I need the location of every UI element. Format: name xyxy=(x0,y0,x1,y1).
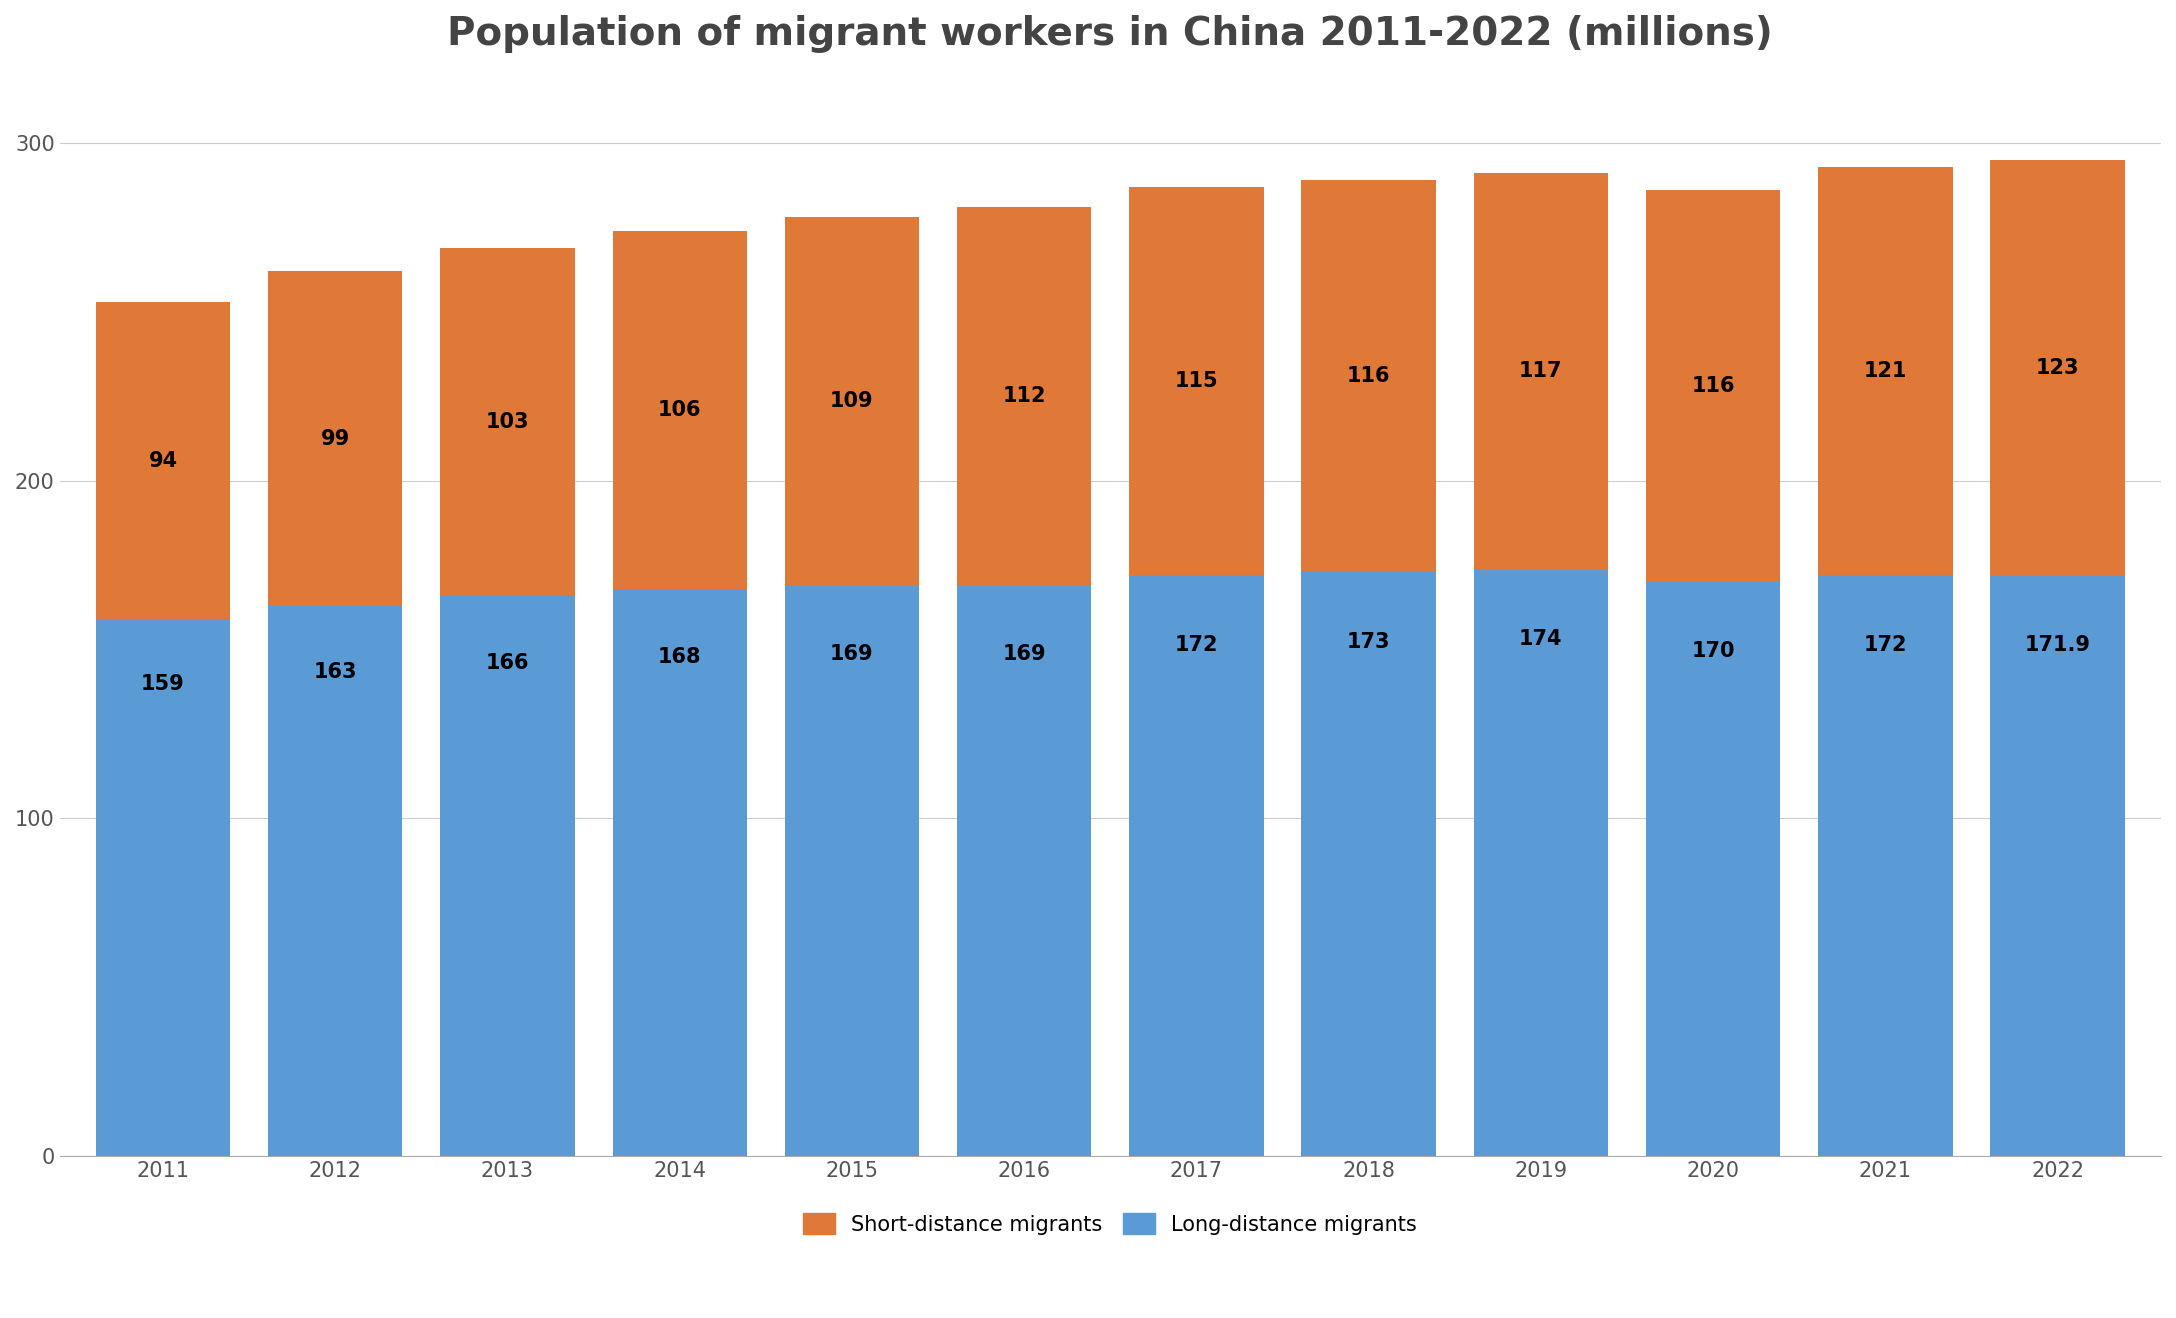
Text: 163: 163 xyxy=(313,662,357,681)
Text: 174: 174 xyxy=(1519,629,1562,648)
Text: 172: 172 xyxy=(1863,635,1906,655)
Bar xyxy=(96,619,231,1156)
Bar xyxy=(96,302,231,619)
Bar xyxy=(957,585,1092,1156)
Bar xyxy=(1645,583,1780,1156)
Text: 172: 172 xyxy=(1175,635,1219,655)
Bar xyxy=(440,248,574,596)
Bar xyxy=(611,231,746,589)
Text: 103: 103 xyxy=(485,411,529,432)
Bar xyxy=(1991,576,2124,1156)
Legend: Short-distance migrants, Long-distance migrants: Short-distance migrants, Long-distance m… xyxy=(794,1205,1425,1243)
Title: Population of migrant workers in China 2011-2022 (millions): Population of migrant workers in China 2… xyxy=(448,14,1773,53)
Text: 173: 173 xyxy=(1347,633,1390,652)
Text: 170: 170 xyxy=(1691,641,1734,662)
Text: 94: 94 xyxy=(148,451,178,471)
Text: 99: 99 xyxy=(320,428,350,448)
Text: 159: 159 xyxy=(141,673,185,693)
Text: 117: 117 xyxy=(1519,361,1562,381)
Text: 121: 121 xyxy=(1863,361,1906,381)
Bar xyxy=(268,272,403,606)
Bar xyxy=(1991,161,2124,576)
Bar xyxy=(1819,167,1952,576)
Bar xyxy=(1819,576,1952,1156)
Text: 123: 123 xyxy=(2037,358,2080,378)
Text: 168: 168 xyxy=(657,647,701,667)
Bar xyxy=(611,589,746,1156)
Bar xyxy=(786,585,918,1156)
Text: 166: 166 xyxy=(485,652,529,673)
Bar xyxy=(1301,572,1436,1156)
Bar xyxy=(786,217,918,585)
Bar xyxy=(1129,576,1264,1156)
Text: 106: 106 xyxy=(657,399,701,420)
Bar xyxy=(1129,187,1264,576)
Text: 116: 116 xyxy=(1347,366,1390,386)
Bar xyxy=(957,207,1092,585)
Text: 171.9: 171.9 xyxy=(2024,635,2091,655)
Text: 115: 115 xyxy=(1175,372,1219,391)
Bar xyxy=(1301,181,1436,572)
Text: 112: 112 xyxy=(1003,386,1047,406)
Text: 116: 116 xyxy=(1691,376,1734,397)
Text: 169: 169 xyxy=(1003,645,1047,664)
Bar xyxy=(440,596,574,1156)
Bar xyxy=(1473,174,1608,568)
Text: 169: 169 xyxy=(829,645,875,664)
Text: 109: 109 xyxy=(829,391,875,411)
Bar xyxy=(268,606,403,1156)
Bar xyxy=(1645,190,1780,583)
Bar xyxy=(1473,568,1608,1156)
